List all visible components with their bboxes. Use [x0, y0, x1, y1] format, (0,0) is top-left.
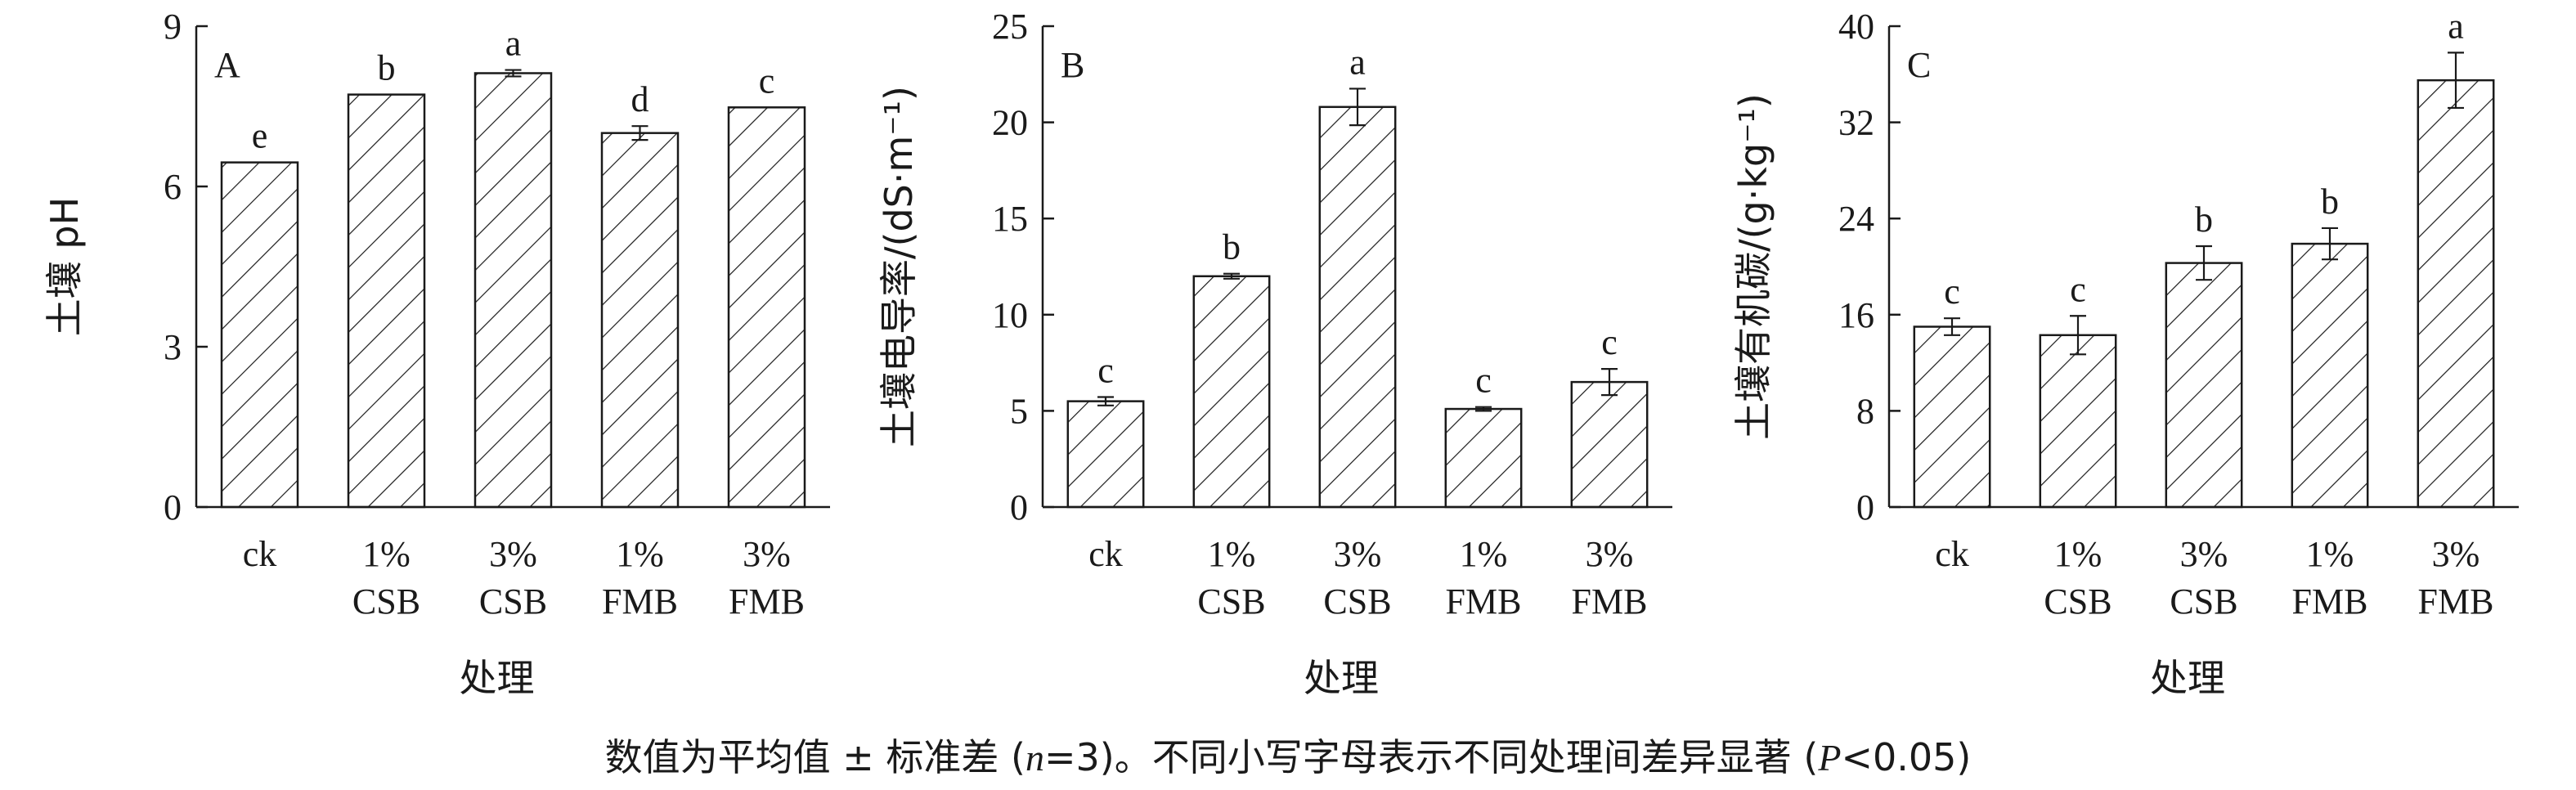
bar	[220, 161, 299, 509]
y-tick-label: 9	[164, 7, 182, 47]
bar	[2291, 242, 2369, 509]
x-tick-label: FMB	[1446, 581, 1522, 622]
x-tick-label: 1%	[2306, 534, 2354, 574]
y-tick-label: 3	[164, 327, 182, 367]
x-tick-label: 1%	[1208, 534, 1256, 574]
significance-letter: e	[252, 116, 268, 156]
y-tick-label: 16	[1838, 295, 1874, 335]
y-tick-label: 15	[992, 199, 1028, 239]
significance-letter: b	[378, 48, 396, 88]
bar	[2417, 79, 2495, 509]
bar	[347, 93, 426, 509]
bar	[600, 132, 680, 509]
bar	[727, 106, 806, 509]
significance-letter: a	[2448, 6, 2464, 46]
y-tick-label: 25	[992, 7, 1028, 47]
x-tick-label: FMB	[2418, 581, 2494, 622]
significance-letter: c	[759, 61, 775, 101]
x-tick-label: 1%	[1460, 534, 1508, 574]
significance-letter: b	[2321, 182, 2339, 222]
caption-n-variable: n	[1025, 737, 1044, 779]
caption-p-variable: P	[1818, 737, 1842, 779]
y-tick-label: 20	[992, 103, 1028, 143]
x-axis-label: 处理	[1304, 656, 1379, 700]
caption-prefix: 数值为平均值 ± 标准差 (	[604, 735, 1025, 779]
bar	[473, 72, 553, 509]
significance-letter: a	[1349, 42, 1366, 82]
x-tick-label: CSB	[2044, 581, 2112, 622]
bar	[2165, 262, 2243, 509]
x-tick-label: 3%	[489, 534, 537, 574]
y-tick-label: 32	[1838, 103, 1874, 143]
significance-letter: c	[1601, 322, 1618, 362]
x-tick-label: 3%	[2180, 534, 2228, 574]
x-tick-label: FMB	[2292, 581, 2368, 622]
x-tick-label: 1%	[362, 534, 411, 574]
x-tick-label: CSB	[352, 581, 420, 622]
x-tick-label: ck	[1935, 534, 1969, 574]
bar	[1570, 380, 1649, 509]
y-tick-label: 5	[1010, 391, 1028, 431]
bar	[1913, 325, 1991, 509]
x-tick-label: 1%	[616, 534, 664, 574]
figure-caption: 数值为平均值 ± 标准差 (n=3)。不同小写字母表示不同处理间差异显著 (P<…	[0, 728, 2576, 782]
x-tick-label: 3%	[2432, 534, 2480, 574]
y-tick-label: 10	[992, 295, 1028, 335]
x-tick-label: 3%	[1334, 534, 1382, 574]
panel-label: C	[1907, 45, 1931, 85]
panel-c: 0 8 16 24 32 40 C 土壤有机碳/(g·kg⁻¹) c ck c 1% CSB b 3% CSB…	[1731, 6, 2519, 700]
x-tick-label: CSB	[2170, 581, 2237, 622]
y-tick-label: 0	[164, 487, 182, 527]
y-tick-label: 40	[1838, 7, 1874, 47]
x-tick-label: CSB	[1197, 581, 1265, 622]
bar	[1192, 275, 1271, 509]
significance-letter: d	[631, 79, 649, 119]
bar	[1444, 407, 1523, 509]
x-tick-label: 3%	[1586, 534, 1634, 574]
significance-letter: a	[505, 24, 522, 64]
y-axis-label: 土壤电导率/(dS·m⁻¹)	[877, 86, 921, 447]
panel-label: B	[1061, 45, 1084, 85]
bar	[1066, 400, 1145, 509]
y-tick-label: 6	[164, 167, 182, 207]
y-tick-label: 0	[1010, 487, 1028, 527]
panel-label: A	[214, 45, 240, 85]
x-tick-label: ck	[1088, 534, 1123, 574]
significance-letter: b	[1223, 227, 1241, 267]
caption-n-value: =3)。不同小写字母表示不同处理间差异显著 (	[1044, 735, 1819, 779]
x-tick-label: CSB	[479, 581, 547, 622]
panel-b: 0 5 10 15 20 25 B 土壤电导率/(dS·m⁻¹) c ck b 1% CSB a 3% CSB…	[877, 7, 1672, 700]
x-tick-label: FMB	[1572, 581, 1648, 622]
y-tick-label: 24	[1838, 199, 1874, 239]
significance-letter: c	[1944, 272, 1960, 312]
significance-letter: c	[2070, 269, 2086, 309]
significance-letter: c	[1097, 350, 1114, 390]
y-axis-label: 土壤有机碳/(g·kg⁻¹)	[1731, 93, 1775, 440]
panel-a: 0 3 6 9A 土壤 pH e ck b 1% CSB a 3% CSB d 1% FMB c 3% FMB 处理	[43, 7, 830, 700]
x-tick-label: 3%	[743, 534, 791, 574]
x-axis-label: 处理	[2150, 656, 2225, 700]
y-axis-label: 土壤 pH	[43, 197, 87, 336]
caption-p-value: <0.05)	[1841, 735, 1972, 779]
x-tick-label: FMB	[729, 581, 805, 622]
x-axis-label: 处理	[460, 656, 535, 700]
y-tick-label: 8	[1856, 391, 1874, 431]
x-tick-label: ck	[243, 534, 277, 574]
x-tick-label: FMB	[602, 581, 678, 622]
significance-letter: c	[1475, 361, 1492, 401]
x-tick-label: 1%	[2054, 534, 2103, 574]
y-tick-label: 0	[1856, 487, 1874, 527]
bar	[1318, 105, 1397, 509]
x-tick-label: CSB	[1323, 581, 1391, 622]
significance-letter: b	[2195, 200, 2213, 240]
bar	[2039, 334, 2117, 509]
